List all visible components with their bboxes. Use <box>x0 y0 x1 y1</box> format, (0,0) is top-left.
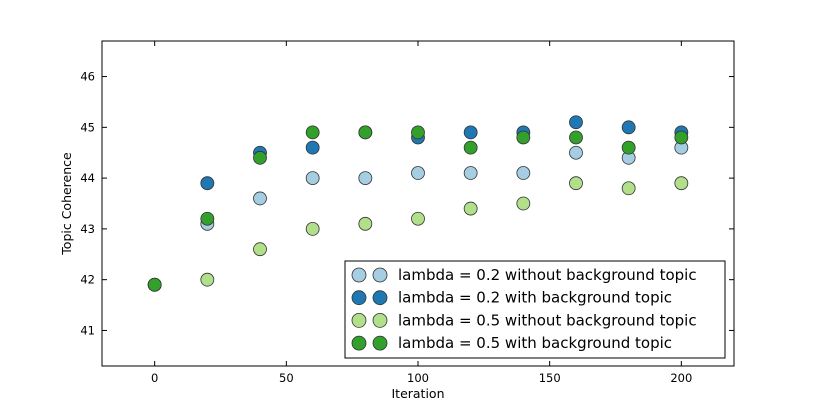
data-point <box>621 140 636 155</box>
points-layer <box>147 115 689 292</box>
y-tick-label: 45 <box>80 120 95 134</box>
x-tick-label: 0 <box>151 371 158 385</box>
data-point <box>516 130 531 145</box>
legend-marker <box>351 267 367 283</box>
data-point <box>200 211 215 226</box>
data-point <box>621 181 636 196</box>
x-tick-label: 150 <box>539 371 561 385</box>
data-point <box>358 216 373 231</box>
y-axis-label: Topic Coherence <box>59 152 74 256</box>
x-axis-label: Iteration <box>391 386 444 401</box>
x-tick-label: 100 <box>407 371 429 385</box>
legend-marker <box>351 290 367 306</box>
data-point <box>147 277 162 292</box>
y-tick-label: 41 <box>80 323 95 337</box>
data-point <box>253 242 267 257</box>
data-point <box>621 120 636 135</box>
y-tick-label: 46 <box>80 70 95 84</box>
legend-label: lambda = 0.5 without background topic <box>398 311 697 329</box>
data-point <box>411 125 425 140</box>
data-point <box>200 272 215 287</box>
data-point <box>463 201 478 216</box>
data-point <box>358 171 373 186</box>
data-point <box>463 140 478 155</box>
y-tick-label: 42 <box>80 273 95 287</box>
x-tick-label: 50 <box>279 371 294 385</box>
legend-label: lambda = 0.2 without background topic <box>398 266 697 284</box>
data-point <box>200 176 215 191</box>
data-point <box>305 221 320 236</box>
data-point <box>463 166 478 180</box>
data-point <box>411 211 425 226</box>
legend-label: lambda = 0.2 with background topic <box>398 289 672 307</box>
x-tick-label: 200 <box>670 371 692 385</box>
y-tick-label: 43 <box>80 222 95 236</box>
data-point <box>305 171 320 186</box>
data-point <box>674 130 689 145</box>
data-point <box>253 150 267 165</box>
legend: lambda = 0.2 without background topic lam… <box>344 260 726 359</box>
legend-marker <box>372 290 388 306</box>
data-point <box>516 166 531 180</box>
data-point <box>569 145 583 160</box>
legend-marker <box>372 335 388 351</box>
y-tick-label: 44 <box>80 171 95 185</box>
legend-marker <box>372 267 388 283</box>
data-point <box>411 166 425 180</box>
legend-marker <box>372 312 388 328</box>
data-point <box>569 115 583 130</box>
data-point <box>516 196 531 211</box>
legend-label: lambda = 0.5 with background topic <box>398 334 672 352</box>
legend-marker <box>351 312 367 328</box>
data-point <box>305 140 320 155</box>
ticks-layer: 0 50 100 150 200 41 42 43 44 45 46 <box>80 41 734 385</box>
data-point <box>569 130 583 145</box>
series-4 <box>147 125 689 292</box>
data-point <box>569 176 583 191</box>
legend-marker <box>351 335 367 351</box>
data-point <box>463 125 478 140</box>
data-point <box>253 191 267 206</box>
data-point <box>305 125 320 140</box>
data-point <box>358 125 373 140</box>
data-point <box>674 176 689 191</box>
legend-box <box>344 260 726 359</box>
